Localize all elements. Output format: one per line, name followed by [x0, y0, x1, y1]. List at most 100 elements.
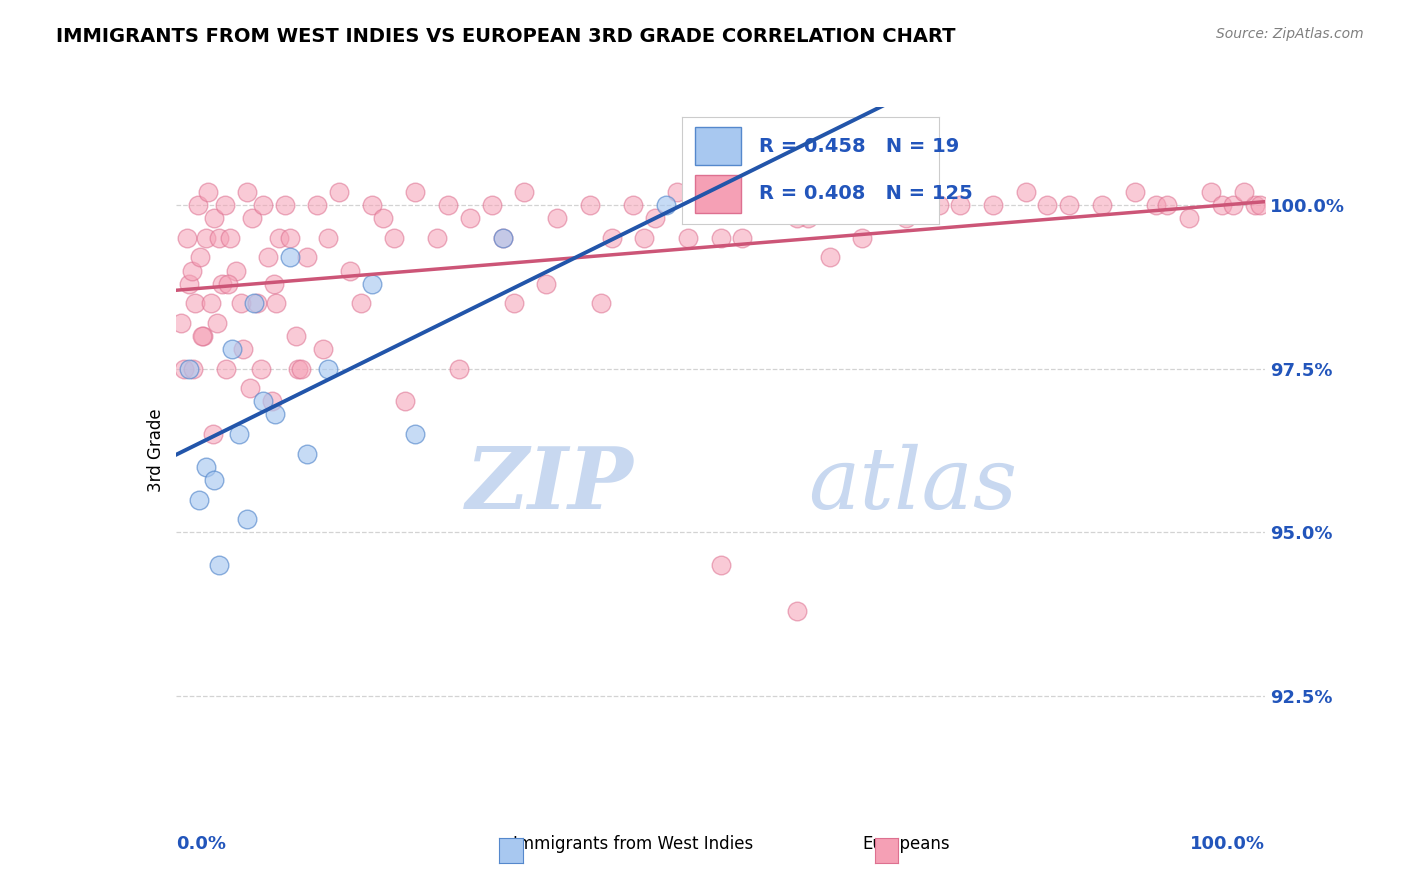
- Point: [841, 185, 863, 199]
- Point: [312, 342, 335, 356]
- Point: [201, 427, 224, 442]
- Point: [600, 231, 623, 245]
- Point: [186, 198, 209, 212]
- Point: [170, 316, 193, 330]
- Point: [492, 231, 515, 245]
- Point: [981, 198, 1004, 212]
- Point: [1199, 185, 1222, 199]
- Point: [181, 263, 204, 277]
- Point: [339, 263, 361, 277]
- Point: [181, 361, 204, 376]
- Point: [295, 447, 318, 461]
- Point: [257, 251, 280, 265]
- Point: [240, 211, 263, 226]
- Point: [243, 296, 266, 310]
- Text: Source: ZipAtlas.com: Source: ZipAtlas.com: [1216, 27, 1364, 41]
- Point: [676, 231, 699, 245]
- Point: [264, 296, 287, 310]
- Point: [361, 277, 384, 291]
- Point: [513, 185, 536, 199]
- Point: [232, 342, 254, 356]
- Point: [928, 198, 950, 212]
- Point: [818, 251, 841, 265]
- Text: 100.0%: 100.0%: [1191, 835, 1265, 853]
- Point: [579, 198, 602, 212]
- Text: Immigrants from West Indies: Immigrants from West Indies: [513, 835, 754, 853]
- Point: [221, 342, 243, 356]
- Point: [1059, 198, 1081, 212]
- Point: [546, 211, 568, 226]
- Point: [644, 211, 666, 226]
- Point: [195, 459, 218, 474]
- Point: [200, 296, 222, 310]
- Point: [290, 361, 312, 376]
- Point: [458, 211, 481, 226]
- Point: [382, 231, 405, 245]
- Point: [731, 231, 754, 245]
- Point: [318, 361, 340, 376]
- Point: [249, 361, 271, 376]
- Point: [1123, 185, 1146, 199]
- Point: [851, 231, 873, 245]
- Point: [202, 473, 225, 487]
- Point: [235, 185, 257, 199]
- Point: [284, 329, 307, 343]
- Point: [873, 198, 896, 212]
- Point: [371, 211, 394, 226]
- Point: [211, 277, 233, 291]
- Text: atlas: atlas: [807, 443, 1017, 526]
- Point: [426, 231, 449, 245]
- Point: [797, 211, 820, 226]
- Point: [502, 296, 524, 310]
- Point: [173, 361, 195, 376]
- Point: [633, 231, 655, 245]
- Point: [655, 198, 678, 212]
- Point: [361, 198, 384, 212]
- Point: [191, 329, 214, 343]
- Point: [481, 198, 503, 212]
- Point: [405, 185, 427, 199]
- Point: [1211, 198, 1233, 212]
- Text: ZIP: ZIP: [465, 443, 633, 526]
- Point: [328, 185, 350, 199]
- Point: [235, 512, 257, 526]
- Point: [278, 251, 301, 265]
- Point: [195, 231, 218, 245]
- Point: [894, 211, 917, 226]
- Point: [287, 361, 309, 376]
- Point: [246, 296, 269, 310]
- Point: [239, 381, 262, 395]
- Point: [492, 231, 515, 245]
- Point: [215, 361, 238, 376]
- Point: [263, 277, 285, 291]
- Point: [405, 427, 427, 442]
- Point: [176, 231, 198, 245]
- Point: [437, 198, 460, 212]
- Y-axis label: 3rd Grade: 3rd Grade: [146, 409, 165, 492]
- Point: [1146, 198, 1168, 212]
- Point: [264, 408, 287, 422]
- Point: [1233, 185, 1256, 199]
- Point: [228, 427, 250, 442]
- Point: [318, 231, 340, 245]
- Point: [219, 231, 242, 245]
- Point: [786, 604, 808, 618]
- Point: [1036, 198, 1059, 212]
- Point: [1243, 198, 1265, 212]
- Point: [949, 198, 972, 212]
- Point: [269, 231, 291, 245]
- Point: [763, 198, 786, 212]
- Point: [763, 185, 786, 199]
- Point: [534, 277, 557, 291]
- Point: [394, 394, 416, 409]
- Point: [177, 277, 200, 291]
- Point: [274, 198, 297, 212]
- Point: [710, 231, 733, 245]
- Point: [188, 251, 211, 265]
- Point: [786, 211, 808, 226]
- Point: [295, 251, 318, 265]
- Point: [1178, 211, 1201, 226]
- Point: [1091, 198, 1114, 212]
- Point: [231, 296, 253, 310]
- Point: [205, 316, 228, 330]
